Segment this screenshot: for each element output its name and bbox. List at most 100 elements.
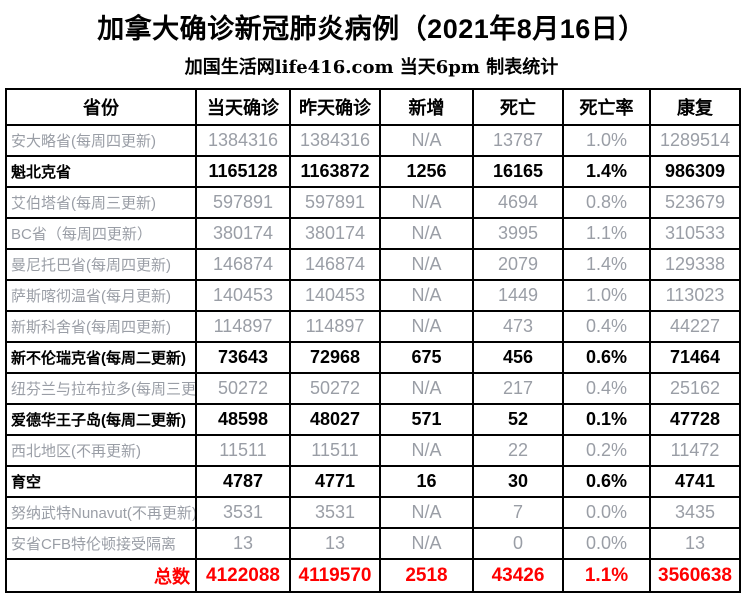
value-cell: 13787 xyxy=(472,124,564,157)
province-cell: 曼尼托巴省(每周四更新) xyxy=(5,248,197,281)
value-cell: 129338 xyxy=(649,248,741,281)
value-cell: 47728 xyxy=(649,403,741,436)
value-cell: 1.0% xyxy=(562,124,651,157)
table-row: 新不伦瑞克省(每周二更新) 73643 72968 675 456 0.6% 71464 xyxy=(5,341,741,374)
column-header: 新增 xyxy=(379,88,474,126)
value-cell: 114897 xyxy=(289,310,381,343)
table-row: 育空 4787 4771 16 30 0.6% 4741 xyxy=(5,465,741,498)
value-cell: 0.4% xyxy=(562,372,651,405)
table-row: 萨斯喀彻温省(每月更新) 140453 140453 N/A 1449 1.0% 11302… xyxy=(5,279,741,312)
value-cell: 1163872 xyxy=(289,155,381,188)
table-row: 爱德华王子岛(每周二更新) 48598 48027 571 52 0.1% 47728 xyxy=(5,403,741,436)
value-cell: 0.0% xyxy=(562,527,651,560)
value-cell: 52 xyxy=(472,403,564,436)
value-cell: 310533 xyxy=(649,217,741,250)
value-cell: 71464 xyxy=(649,341,741,374)
province-cell: 魁北克省 xyxy=(5,155,197,188)
value-cell: 11511 xyxy=(289,434,381,467)
value-cell: N/A xyxy=(379,248,474,281)
covid-stats-table: 省份 当天确诊 昨天确诊 新增 死亡 死亡率 康复 安大略省(每周四更新) 1384316 13… xyxy=(5,88,741,593)
value-cell: 0.2% xyxy=(562,434,651,467)
value-cell: 4787 xyxy=(195,465,291,498)
value-cell: 597891 xyxy=(195,186,291,219)
value-cell: N/A xyxy=(379,310,474,343)
value-cell: 0 xyxy=(472,527,564,560)
value-cell: 1.1% xyxy=(562,217,651,250)
value-cell: 48027 xyxy=(289,403,381,436)
table-row: 艾伯塔省(每周三更新) 597891 597891 N/A 4694 0.8% 523679 xyxy=(5,186,741,219)
value-cell: 13 xyxy=(195,527,291,560)
province-cell: 育空 xyxy=(5,465,197,498)
table-row: 西北地区(不再更新) 11511 11511 N/A 22 0.2% 11472 xyxy=(5,434,741,467)
value-cell: N/A xyxy=(379,434,474,467)
table-row: BC省（每周四更新） 380174 380174 N/A 3995 1.1% 310533 xyxy=(5,217,741,250)
value-cell: 2079 xyxy=(472,248,564,281)
value-cell: 675 xyxy=(379,341,474,374)
value-cell: 597891 xyxy=(289,186,381,219)
province-cell: 爱德华王子岛(每周二更新) xyxy=(5,403,197,436)
value-cell: 73643 xyxy=(195,341,291,374)
value-cell: 114897 xyxy=(195,310,291,343)
value-cell: 3435 xyxy=(649,496,741,529)
total-label: 总数 xyxy=(5,558,197,593)
province-cell: 安省CFB特伦顿接受隔离 xyxy=(5,527,197,560)
table-row: 魁北克省 1165128 1163872 1256 16165 1.4% 986309 xyxy=(5,155,741,188)
value-cell: 3531 xyxy=(195,496,291,529)
table-row: 安大略省(每周四更新) 1384316 1384316 N/A 13787 1.0% 128… xyxy=(5,124,741,157)
province-cell: BC省（每周四更新） xyxy=(5,217,197,250)
total-row: 总数 4122088 4119570 2518 43426 1.1% 3560638 xyxy=(5,558,741,593)
column-header: 省份 xyxy=(5,88,197,126)
value-cell: 3995 xyxy=(472,217,564,250)
value-cell: 4771 xyxy=(289,465,381,498)
value-cell: 50272 xyxy=(289,372,381,405)
value-cell: 0.4% xyxy=(562,310,651,343)
value-cell: 140453 xyxy=(195,279,291,312)
table-row: 新斯科舍省(每周四更新) 114897 114897 N/A 473 0.4% 44227 xyxy=(5,310,741,343)
value-cell: 113023 xyxy=(649,279,741,312)
value-cell: 380174 xyxy=(195,217,291,250)
value-cell: 1289514 xyxy=(649,124,741,157)
value-cell: 11511 xyxy=(195,434,291,467)
value-cell: N/A xyxy=(379,186,474,219)
value-cell: 43426 xyxy=(472,558,564,593)
value-cell: N/A xyxy=(379,527,474,560)
value-cell: 380174 xyxy=(289,217,381,250)
table-body: 安大略省(每周四更新) 1384316 1384316 N/A 13787 1.0% 128… xyxy=(5,124,741,593)
value-cell: 3560638 xyxy=(649,558,741,593)
value-cell: 1.1% xyxy=(562,558,651,593)
table-row: 纽芬兰与拉布拉多(每周三更新) 50272 50272 N/A 217 0.4% 25162 xyxy=(5,372,741,405)
province-cell: 西北地区(不再更新) xyxy=(5,434,197,467)
value-cell: 13 xyxy=(289,527,381,560)
value-cell: 473 xyxy=(472,310,564,343)
value-cell: 1.0% xyxy=(562,279,651,312)
value-cell: 50272 xyxy=(195,372,291,405)
table-row: 安省CFB特伦顿接受隔离 13 13 N/A 0 0.0% 13 xyxy=(5,527,741,560)
value-cell: 44227 xyxy=(649,310,741,343)
value-cell: 22 xyxy=(472,434,564,467)
value-cell: 986309 xyxy=(649,155,741,188)
value-cell: 146874 xyxy=(289,248,381,281)
value-cell: 11472 xyxy=(649,434,741,467)
value-cell: 4694 xyxy=(472,186,564,219)
value-cell: 0.6% xyxy=(562,341,651,374)
province-cell: 纽芬兰与拉布拉多(每周三更新) xyxy=(5,372,197,405)
value-cell: 1384316 xyxy=(195,124,291,157)
value-cell: 1384316 xyxy=(289,124,381,157)
value-cell: 0.0% xyxy=(562,496,651,529)
value-cell: 0.1% xyxy=(562,403,651,436)
value-cell: 1256 xyxy=(379,155,474,188)
province-cell: 努纳武特Nunavut(不再更新) xyxy=(5,496,197,529)
value-cell: 7 xyxy=(472,496,564,529)
table-row: 曼尼托巴省(每周四更新) 146874 146874 N/A 2079 1.4% 12933… xyxy=(5,248,741,281)
value-cell: 72968 xyxy=(289,341,381,374)
value-cell: N/A xyxy=(379,372,474,405)
value-cell: 16 xyxy=(379,465,474,498)
value-cell: 48598 xyxy=(195,403,291,436)
province-cell: 新不伦瑞克省(每周二更新) xyxy=(5,341,197,374)
column-header: 当天确诊 xyxy=(195,88,291,126)
value-cell: 146874 xyxy=(195,248,291,281)
column-header: 死亡率 xyxy=(562,88,651,126)
value-cell: 1.4% xyxy=(562,248,651,281)
value-cell: N/A xyxy=(379,217,474,250)
value-cell: 30 xyxy=(472,465,564,498)
